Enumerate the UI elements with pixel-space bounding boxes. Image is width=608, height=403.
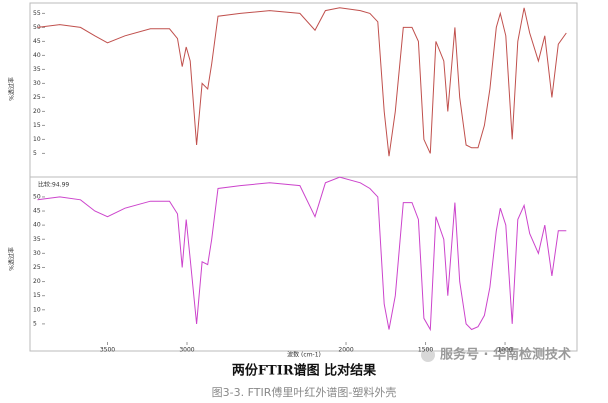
figure-caption: 图3-3. FTIR傅里叶红外谱图-塑料外壳 — [212, 385, 397, 399]
y-tick-label: 5 — [33, 150, 37, 157]
y-tick-label: 45 — [33, 38, 41, 45]
spectrum-line — [37, 176, 567, 332]
watermark: 服务号 · 华南检测技术 — [440, 347, 571, 363]
y-tick-label: 40 — [33, 52, 41, 59]
y-tick-label: 30 — [33, 250, 41, 257]
y-tick-label: 20 — [33, 108, 41, 115]
y-tick-label: 30 — [33, 80, 41, 87]
x-tick-label: 2000 — [338, 347, 353, 354]
x-tick-label: 3000 — [179, 347, 194, 354]
x-tick-label: 1500 — [418, 347, 433, 354]
watermark-icon — [421, 348, 435, 362]
caption: 两份FTIR谱图 比对结果 — [232, 363, 376, 379]
y-tick-label: 10 — [33, 306, 41, 313]
annotation: 比较:94.99 — [38, 181, 69, 189]
y-tick-label: 15 — [33, 292, 41, 299]
y-tick-label: 25 — [33, 264, 41, 271]
y-tick-label: 25 — [33, 94, 41, 101]
y-tick-label: 5 — [33, 320, 37, 327]
y-tick-label: 15 — [33, 122, 41, 129]
y-tick-label: 20 — [33, 278, 41, 285]
y-tick-label: 40 — [33, 222, 41, 229]
y-tick-label: 45 — [33, 208, 41, 215]
y-tick-label: 10 — [33, 136, 41, 143]
y-tick-label: 35 — [33, 236, 41, 243]
x-axis-label: 波数 (cm-1) — [287, 351, 321, 359]
y-axis-label: %透过率 — [8, 247, 16, 271]
x-tick-label: 3500 — [100, 347, 115, 354]
y-tick-label: 50 — [33, 24, 41, 31]
y-tick-label: 50 — [33, 193, 41, 200]
y-axis-label: %透过率 — [8, 77, 16, 101]
y-tick-label: 55 — [33, 10, 41, 17]
spectrum-line — [37, 7, 567, 157]
x-tick-label: 1000 — [497, 347, 512, 354]
y-tick-label: 35 — [33, 66, 41, 73]
